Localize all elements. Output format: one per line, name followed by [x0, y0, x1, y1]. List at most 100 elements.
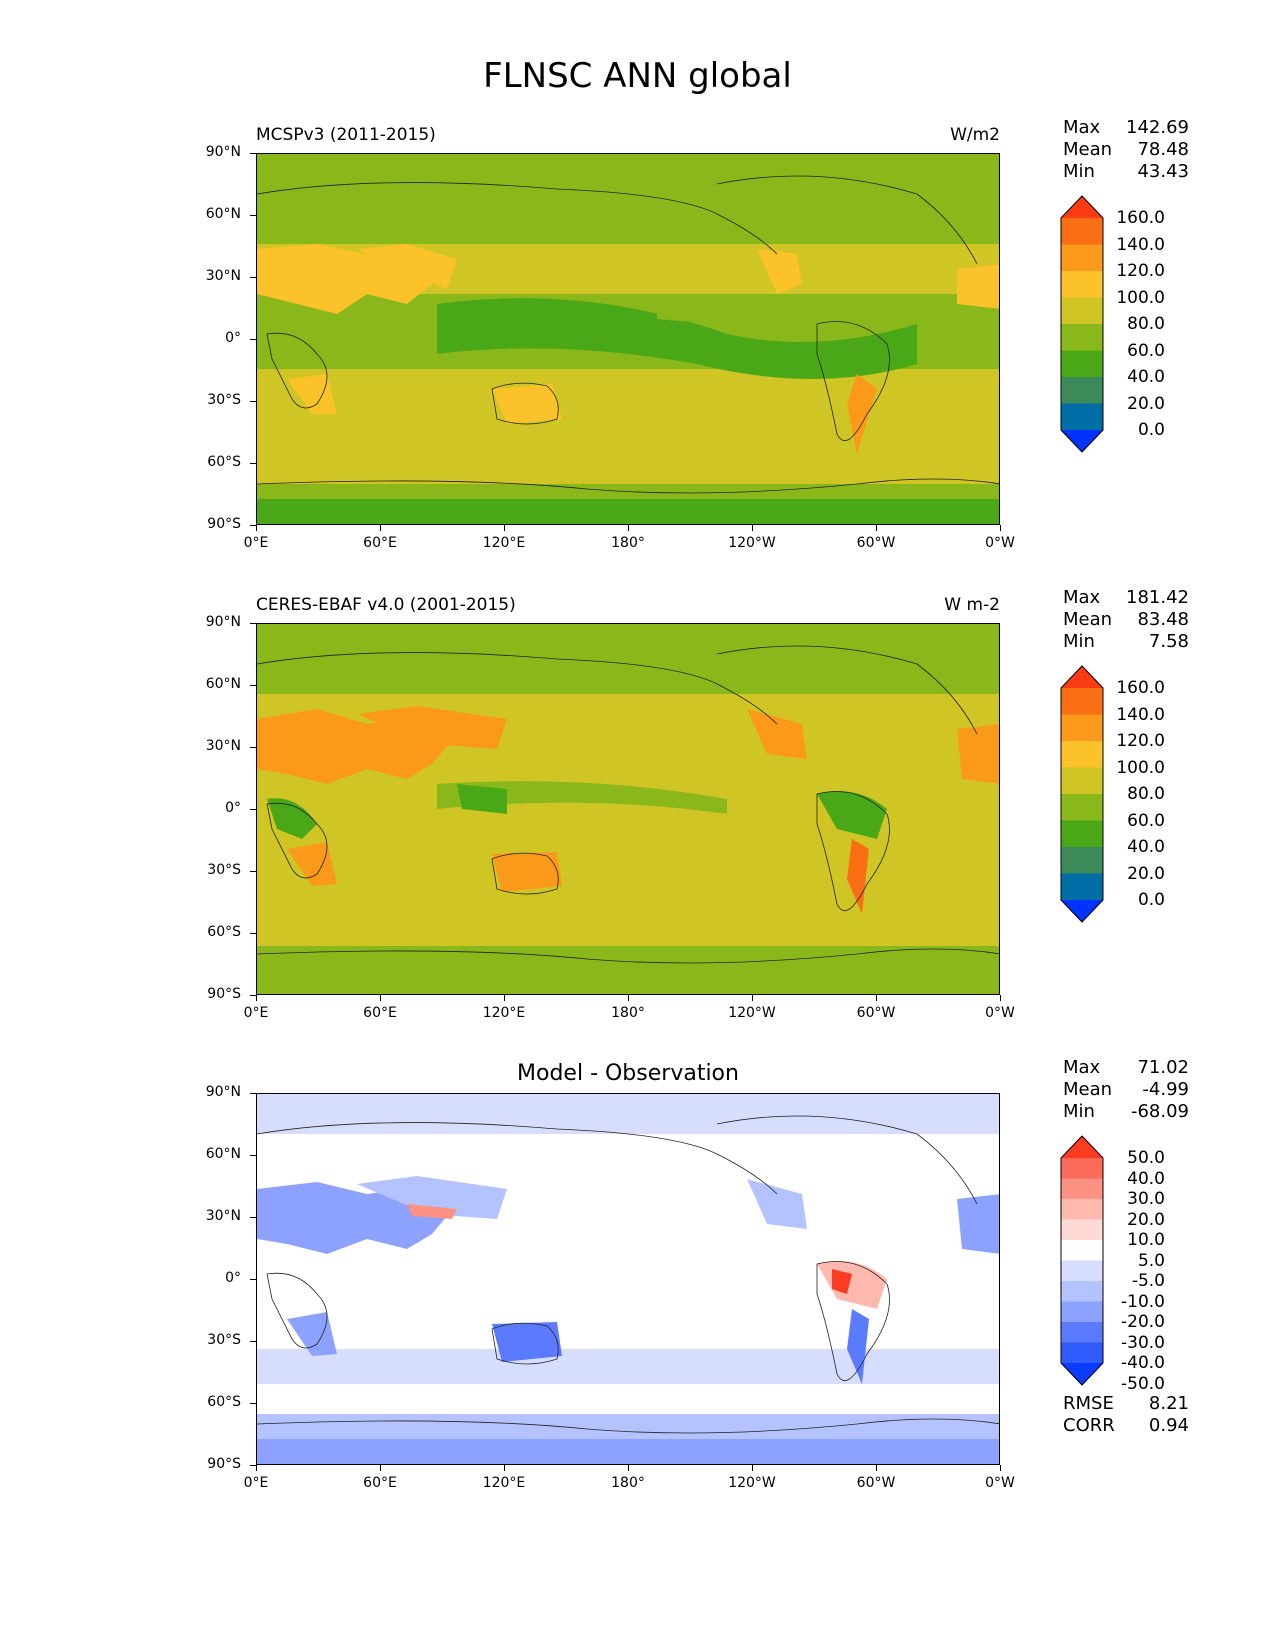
colorbar-bin — [1061, 794, 1103, 821]
colorbar-tick-label: 80.0 — [1127, 314, 1165, 334]
lon-tick — [256, 995, 257, 1001]
stat-row: Min -68.09 — [1063, 1101, 1189, 1123]
lat-tick-label: 90°N — [205, 144, 241, 160]
lon-tick-label: 120°E — [482, 535, 526, 551]
stat-label: Max — [1063, 587, 1101, 608]
lon-tick — [256, 1465, 257, 1471]
colorbar-bin — [1061, 1260, 1103, 1282]
colorbar-bin — [1061, 377, 1103, 404]
lon-tick — [380, 1465, 381, 1471]
lon-tick-label: 0°W — [985, 1005, 1015, 1021]
metric-label: RMSE — [1063, 1393, 1114, 1414]
lon-tick-label: 60°W — [856, 1005, 896, 1021]
colorbar-outline — [1060, 665, 1104, 923]
colorbar-tick-label: 5.0 — [1137, 1250, 1165, 1271]
lat-tick — [250, 1093, 256, 1094]
lon-tick — [628, 525, 629, 531]
lon-tick — [752, 525, 753, 531]
colorbar-tick-label: 160.0 — [1116, 208, 1165, 228]
lat-tick — [250, 809, 256, 810]
lon-tick-label: 180° — [611, 1005, 645, 1021]
colorbar-extend-max — [1061, 196, 1103, 218]
lon-tick — [256, 525, 257, 531]
colorbar-bin — [1061, 767, 1103, 795]
lon-tick-label: 120°E — [482, 1475, 526, 1491]
colorbar-tick-label: 40.0 — [1127, 367, 1165, 387]
stats-block: Max 71.02 Mean -4.99 Min -68.09 — [1063, 1057, 1189, 1123]
stat-row: Mean 78.48 — [1063, 139, 1189, 161]
colorbar-tick-label: 40.0 — [1127, 1168, 1165, 1189]
metric-value: 0.94 — [1148, 1415, 1189, 1436]
lon-tick — [876, 525, 877, 531]
colorbar-tick-label: -5.0 — [1131, 1271, 1165, 1291]
colorbar-tick-label: 160.0 — [1116, 678, 1165, 698]
lat-tick — [250, 933, 256, 934]
colorbar-tick-label: 140.0 — [1116, 704, 1165, 725]
stat-row: Min 43.43 — [1063, 161, 1189, 183]
colorbar-tick-label: 0.0 — [1137, 890, 1165, 910]
lat-tick — [250, 1217, 256, 1218]
lon-tick — [1000, 1465, 1001, 1471]
lon-tick — [504, 995, 505, 1001]
lat-tick — [250, 747, 256, 748]
lat-tick-label: 30°S — [207, 1332, 241, 1348]
lon-tick-label: 60°E — [363, 1475, 397, 1491]
colorbar — [1060, 195, 1104, 453]
lon-tick — [504, 1465, 505, 1471]
lon-tick-label: 0°W — [985, 535, 1015, 551]
colorbar-bin — [1061, 350, 1103, 378]
colorbar-bin — [1061, 688, 1103, 715]
lat-tick-label: 0° — [225, 800, 241, 816]
lon-tick-label: 120°W — [728, 1005, 776, 1021]
colorbar-extend-min — [1061, 1363, 1103, 1385]
map-difference — [256, 1093, 1000, 1465]
lat-tick-label: 0° — [225, 1270, 241, 1286]
colorbar-bin — [1061, 297, 1103, 325]
lat-tick — [250, 1403, 256, 1404]
colorbar-extend-max — [1061, 1136, 1103, 1158]
colorbar-bin — [1061, 847, 1103, 874]
colorbar-bin — [1061, 271, 1103, 298]
panel-left-title: CERES-EBAF v4.0 (2001-2015) — [256, 595, 516, 615]
stat-label: Max — [1063, 1057, 1101, 1078]
stat-row: Max 71.02 — [1063, 1057, 1189, 1079]
colorbar-bin — [1061, 244, 1103, 272]
colorbar-tick-label: 60.0 — [1127, 340, 1165, 361]
colorbar — [1060, 1135, 1104, 1386]
lat-tick-label: 30°S — [207, 862, 241, 878]
stat-row: Min 7.58 — [1063, 631, 1189, 653]
stat-label: Mean — [1063, 1079, 1113, 1100]
lat-tick-label: 30°N — [205, 268, 241, 284]
lat-tick — [250, 525, 256, 526]
lon-tick — [1000, 995, 1001, 1001]
lon-tick — [752, 995, 753, 1001]
lat-tick-label: 90°N — [205, 1084, 241, 1100]
lat-tick — [250, 339, 256, 340]
lat-tick-label: 60°S — [207, 454, 241, 470]
colorbar-tick-label: 0.0 — [1137, 420, 1165, 440]
lat-tick — [250, 1279, 256, 1280]
panel-units: W m-2 — [944, 595, 1000, 615]
colorbar-bin — [1061, 1219, 1103, 1241]
colorbar-tick-label: -30.0 — [1121, 1332, 1165, 1353]
colorbar-bin — [1061, 1281, 1103, 1302]
lat-tick-label: 90°S — [207, 986, 241, 1002]
lon-tick-label: 0°E — [243, 1475, 269, 1491]
colorbar-tick-label: 100.0 — [1116, 287, 1165, 308]
lon-tick-label: 0°W — [985, 1475, 1015, 1491]
lon-tick-label: 180° — [611, 1475, 645, 1491]
stat-label: Mean — [1063, 609, 1113, 630]
colorbar-bin — [1061, 741, 1103, 768]
lon-tick-label: 60°E — [363, 535, 397, 551]
lon-tick — [876, 995, 877, 1001]
lat-tick-label: 90°S — [207, 516, 241, 532]
colorbar-outline — [1060, 1135, 1104, 1386]
lon-tick — [628, 1465, 629, 1471]
lat-tick-label: 60°S — [207, 1394, 241, 1410]
colorbar-bin — [1061, 218, 1103, 245]
colorbar-tick-label: 20.0 — [1127, 393, 1165, 414]
stat-label: Max — [1063, 117, 1101, 138]
lon-tick — [628, 995, 629, 1001]
colorbar-tick-label: 50.0 — [1127, 1148, 1165, 1168]
colorbar-tick-label: 20.0 — [1127, 1209, 1165, 1230]
